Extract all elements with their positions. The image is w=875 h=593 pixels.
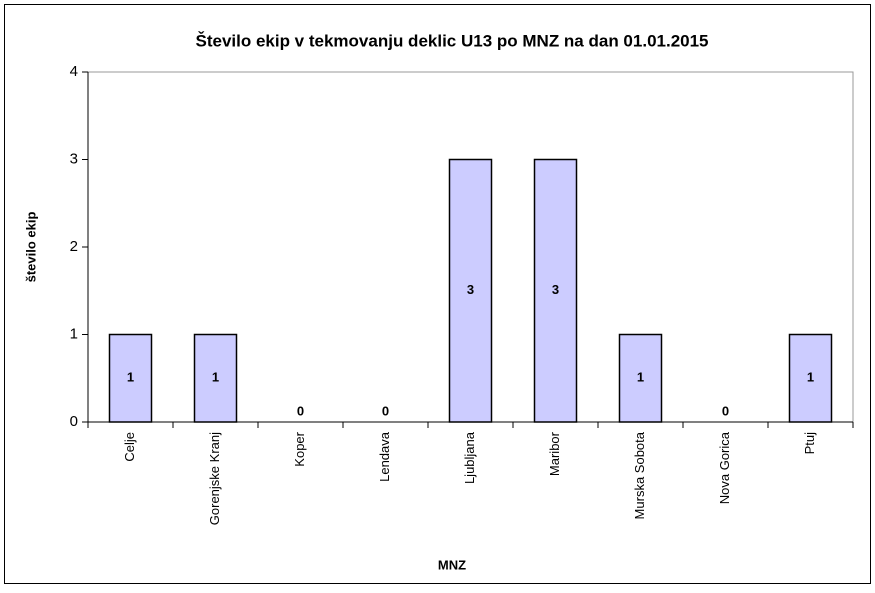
x-tick-label: Lendava (377, 431, 392, 482)
data-label: 0 (382, 403, 389, 418)
x-tick-label: Celje (122, 432, 137, 462)
y-tick-label: 1 (70, 325, 78, 342)
data-label: 0 (297, 403, 304, 418)
y-axis-label: število ekip (23, 212, 38, 283)
data-label: 1 (637, 370, 644, 385)
data-label: 0 (722, 403, 729, 418)
x-tick-label: Koper (292, 431, 307, 466)
data-label: 1 (127, 370, 134, 385)
y-tick-label: 2 (70, 238, 78, 255)
x-tick-label: Ptuj (802, 432, 817, 455)
bar (533, 158, 578, 423)
data-label: 3 (467, 282, 474, 297)
data-label: 1 (212, 370, 219, 385)
x-tick-label: Murska Sobota (632, 431, 647, 519)
data-label: 1 (807, 370, 814, 385)
y-tick-label: 3 (70, 150, 78, 167)
x-tick-label: Nova Gorica (717, 431, 732, 504)
y-tick-label: 4 (70, 63, 78, 80)
data-label: 3 (552, 282, 559, 297)
chart-title: Število ekip v tekmovanju deklic U13 po … (195, 31, 708, 50)
bar (448, 158, 493, 423)
x-tick-label: Gorenjske Kranj (207, 432, 222, 525)
bar (618, 333, 663, 423)
x-axis-label: MNZ (438, 557, 466, 572)
x-tick-label: Maribor (547, 431, 562, 476)
bar (193, 333, 238, 423)
y-tick-label: 0 (70, 413, 78, 430)
x-tick-label: Ljubljana (462, 431, 477, 484)
